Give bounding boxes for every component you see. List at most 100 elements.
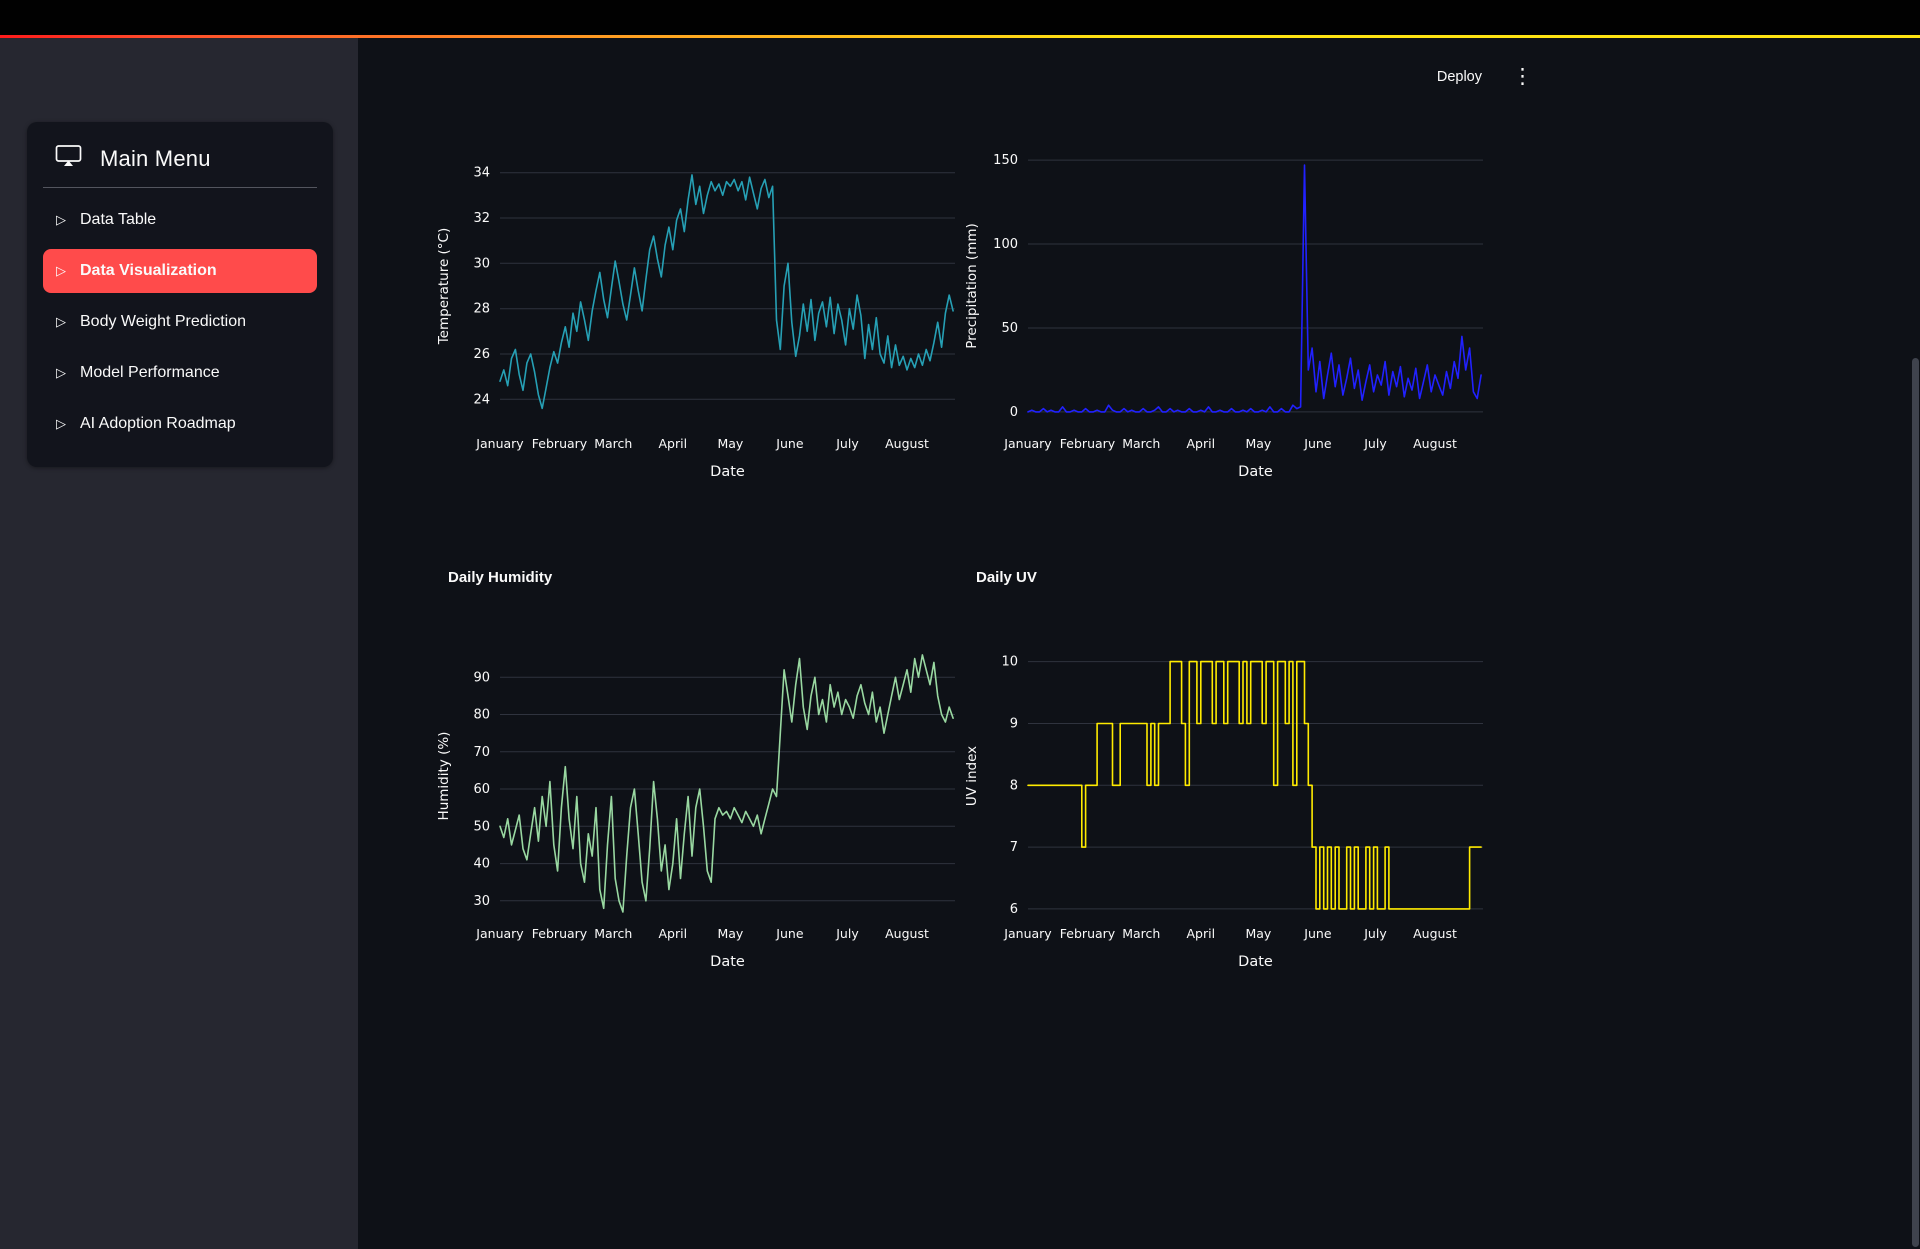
x-tick-label: May [1245, 436, 1271, 451]
chart-plot-area: 0 50 100 150 January February March April May Jun… [958, 108, 1488, 500]
series-line [499, 174, 954, 410]
x-axis-title: Date [1238, 954, 1273, 970]
y-tick-label: 6 [1010, 902, 1018, 917]
sidebar-item-ai-adoption-roadmap[interactable]: ▷ AI Adoption Roadmap [43, 402, 317, 446]
y-tick-label: 100 [993, 237, 1018, 252]
sidebar-item-label: Body Weight Prediction [80, 313, 247, 330]
chart-title: Daily UV [976, 569, 1037, 586]
x-tick-label: March [594, 436, 632, 451]
x-tick-label: August [1413, 926, 1457, 941]
y-axis-title: Humidity (%) [436, 732, 452, 821]
caret-right-icon: ▷ [56, 416, 66, 431]
precipitation-chart-panel: 0 50 100 150 January February March April May Jun… [958, 108, 1488, 500]
x-tick-label: August [1413, 436, 1457, 451]
sidebar-item-data-table[interactable]: ▷ Data Table [43, 198, 317, 242]
y-tick-label: 50 [473, 819, 490, 834]
main-menu-card: Main Menu ▷ Data Table ▷ Data Visualization… [27, 122, 333, 467]
caret-right-icon: ▷ [56, 314, 66, 329]
y-axis-title: Temperature (°C) [436, 228, 452, 346]
scrollbar[interactable] [1912, 358, 1919, 1247]
x-tick-label: July [1363, 436, 1387, 451]
top-header-bar [0, 0, 1920, 35]
y-tick-label: 150 [993, 153, 1018, 168]
y-tick-label: 70 [473, 745, 490, 760]
uv-chart-panel: Daily UV 6 7 8 9 10 January February March April… [958, 555, 1488, 990]
x-axis-title: Date [1238, 464, 1273, 480]
x-tick-label: August [885, 926, 929, 941]
x-tick-label: January [1003, 926, 1052, 941]
x-tick-label: February [532, 926, 588, 941]
caret-right-icon: ▷ [56, 263, 66, 278]
x-tick-label: June [775, 436, 804, 451]
humidity-chart-panel: Daily Humidity 30 40 50 60 70 80 90 January Febr… [430, 555, 960, 990]
x-tick-label: March [594, 926, 632, 941]
menu-divider [43, 187, 317, 188]
display-cast-icon [55, 144, 82, 173]
x-tick-label: June [1303, 926, 1332, 941]
sidebar-item-data-visualization[interactable]: ▷ Data Visualization [43, 249, 317, 293]
x-tick-label: February [1060, 926, 1116, 941]
y-tick-label: 8 [1010, 778, 1018, 793]
y-tick-label: 80 [473, 708, 490, 723]
series-line [1027, 164, 1482, 413]
app-toolbar: Deploy ⋮ [1437, 66, 1537, 87]
sidebar-item-label: Data Table [80, 211, 157, 228]
decoration-gradient-bar [0, 35, 1920, 38]
y-tick-label: 50 [1001, 321, 1018, 336]
x-tick-label: June [1303, 436, 1332, 451]
x-tick-label: May [717, 926, 743, 941]
x-tick-label: April [659, 436, 688, 451]
y-tick-label: 7 [1010, 840, 1018, 855]
x-tick-label: July [835, 436, 859, 451]
y-tick-label: 9 [1010, 717, 1018, 732]
x-tick-label: February [1060, 436, 1116, 451]
x-axis-title: Date [710, 464, 745, 480]
chart-canvas: 30 40 50 60 70 80 90 January February March April M… [436, 654, 955, 970]
chart-canvas: 6 7 8 9 10 January February March April May June Ju… [964, 655, 1483, 970]
temperature-chart-panel: 24 26 28 30 32 34 January February March April May… [430, 108, 960, 500]
x-tick-label: January [1003, 436, 1052, 451]
y-tick-label: 90 [473, 670, 490, 685]
y-tick-label: 34 [473, 166, 490, 181]
chart-title: Daily Humidity [448, 569, 553, 586]
series-line [1027, 660, 1482, 910]
chart-plot-area: 6 7 8 9 10 January February March April May June Ju… [958, 598, 1488, 990]
caret-right-icon: ▷ [56, 212, 66, 227]
y-tick-label: 30 [473, 256, 490, 271]
sidebar-item-body-weight-prediction[interactable]: ▷ Body Weight Prediction [43, 300, 317, 344]
menu-title: Main Menu [100, 145, 211, 171]
x-tick-label: August [885, 436, 929, 451]
x-axis-title: Date [710, 954, 745, 970]
x-tick-label: July [1363, 926, 1387, 941]
sidebar-item-label: Model Performance [80, 364, 220, 381]
x-tick-label: March [1122, 436, 1160, 451]
y-axis-title: Precipitation (mm) [964, 223, 980, 349]
chart-plot-area: 24 26 28 30 32 34 January February March April May… [430, 108, 960, 500]
x-tick-label: April [1187, 436, 1216, 451]
y-tick-label: 28 [473, 302, 490, 317]
sidebar: Main Menu ▷ Data Table ▷ Data Visualization… [0, 38, 358, 1249]
y-tick-label: 40 [473, 857, 490, 872]
x-tick-label: March [1122, 926, 1160, 941]
deploy-button[interactable]: Deploy [1436, 68, 1482, 85]
x-tick-label: January [475, 436, 524, 451]
y-tick-label: 32 [473, 211, 490, 226]
chart-canvas: 24 26 28 30 32 34 January February March April May… [436, 166, 955, 480]
menu-items: ▷ Data Table ▷ Data Visualization ▷ Body Weig… [27, 198, 333, 446]
y-tick-label: 0 [1010, 405, 1018, 420]
x-tick-label: May [1245, 926, 1271, 941]
kebab-menu-icon[interactable]: ⋮ [1512, 65, 1533, 88]
chart-plot-area: 30 40 50 60 70 80 90 January February March April M… [430, 598, 960, 990]
x-tick-label: May [717, 436, 743, 451]
y-tick-label: 24 [473, 392, 490, 407]
caret-right-icon: ▷ [56, 365, 66, 380]
x-tick-label: June [775, 926, 804, 941]
x-tick-label: July [835, 926, 859, 941]
y-axis-title: UV index [964, 746, 980, 806]
sidebar-item-label: AI Adoption Roadmap [80, 415, 236, 432]
y-tick-label: 10 [1001, 655, 1018, 670]
x-tick-label: April [1187, 926, 1216, 941]
sidebar-item-model-performance[interactable]: ▷ Model Performance [43, 351, 317, 395]
series-line [499, 654, 954, 913]
x-tick-label: February [532, 436, 588, 451]
